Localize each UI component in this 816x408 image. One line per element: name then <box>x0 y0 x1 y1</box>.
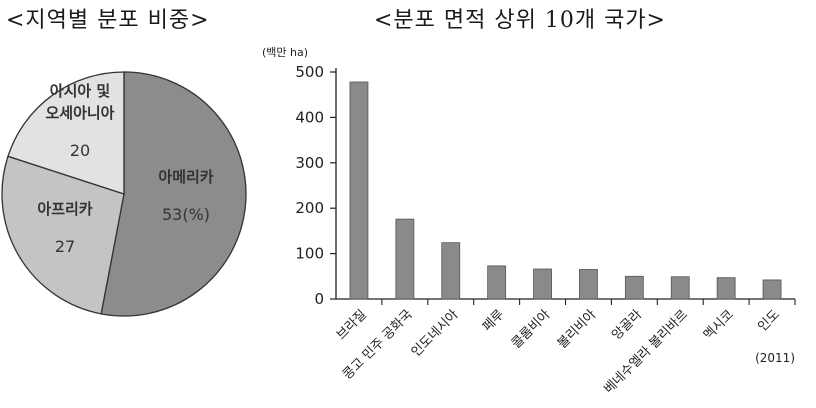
x-tick-label: 인도네시아 <box>409 307 462 360</box>
y-tick-label: 500 <box>295 63 324 81</box>
y-axis-label: (백만 ha) <box>262 46 308 59</box>
pie-slice-value: 27 <box>55 237 75 256</box>
bar <box>579 269 598 300</box>
pie-slice-label: 아시아 및 <box>50 82 111 100</box>
bar <box>716 277 736 300</box>
x-tick-label: 멕시코 <box>701 307 737 343</box>
bar <box>349 81 369 300</box>
y-tick-label: 200 <box>295 199 324 217</box>
pie-slice <box>1 155 125 315</box>
y-tick-label: 100 <box>295 245 324 263</box>
x-tick-label: 인도 <box>755 307 783 335</box>
pie-slice-value: 20 <box>70 141 90 160</box>
x-tick-label: 앙골라 <box>609 307 645 343</box>
bar <box>533 268 552 300</box>
year-note: (2011) <box>755 351 795 365</box>
y-tick-label: 400 <box>295 108 324 126</box>
y-tick-label: 0 <box>314 290 324 308</box>
pie-slice-label: 오세아니아 <box>45 104 114 122</box>
x-tick-label: 베네수엘라 볼리바르 <box>601 307 691 397</box>
bar <box>395 218 415 300</box>
bar <box>487 265 507 300</box>
pie-slice-value: 53(%) <box>162 205 210 224</box>
pie-slice-label: 아메리카 <box>158 168 213 186</box>
x-tick-label: 브라질 <box>334 307 370 343</box>
pie-slice <box>7 71 125 195</box>
bar <box>624 275 644 300</box>
pie-slice-label: 아프리카 <box>37 200 92 218</box>
pie-slice <box>100 71 247 317</box>
bar <box>441 242 461 300</box>
bar <box>762 279 782 300</box>
x-tick-label: 볼리비아 <box>555 307 599 351</box>
x-tick-label: 콜롬비아 <box>509 307 553 351</box>
bar <box>670 276 690 300</box>
x-tick-label: 페루 <box>480 307 508 335</box>
pie-chart-title: <지역별 분포 비중> <box>6 8 210 33</box>
y-tick-label: 300 <box>295 154 324 172</box>
bar-chart-title: <분포 면적 상위 10개 국가> <box>374 8 666 33</box>
